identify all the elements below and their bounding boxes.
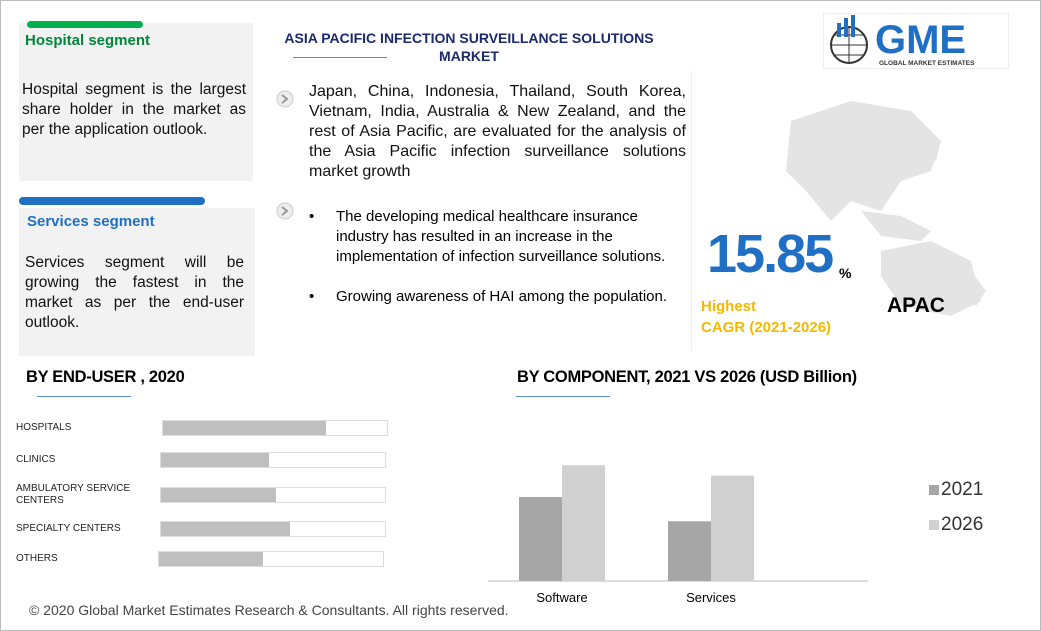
bar	[711, 475, 754, 581]
underline	[516, 396, 610, 397]
logo-subtext: GLOBAL MARKET ESTIMATES	[879, 60, 975, 67]
underline	[37, 396, 131, 397]
x-tick-label: Software	[536, 590, 587, 605]
accent-bar	[27, 21, 143, 28]
bullet: •	[309, 288, 315, 305]
logo-text: GME	[875, 18, 966, 62]
cagr-value: 15.85	[707, 224, 834, 284]
category-label: AMBULATORY SERVICE CENTERS	[16, 483, 131, 506]
bar	[668, 521, 711, 581]
legend-swatch	[929, 520, 939, 530]
title: ASIA PACIFIC INFECTION SURVEILLANCE SOLU…	[284, 30, 654, 64]
accent-bar	[19, 197, 205, 205]
bar	[562, 465, 605, 581]
category-label: HOSPITALS	[16, 422, 72, 433]
footer: © 2020 Global Market Estimates Research …	[29, 602, 509, 618]
bullet-text: The developing medical healthcare insura…	[336, 208, 666, 265]
panel	[19, 23, 253, 181]
category-label: SPECIALTY CENTERS	[16, 523, 121, 534]
map	[786, 101, 986, 316]
panel	[19, 208, 255, 356]
legend-label: 2026	[941, 514, 984, 535]
bar	[161, 488, 277, 502]
bar	[159, 552, 263, 566]
component-chart: Software Services	[488, 465, 868, 605]
bar	[519, 497, 562, 581]
logo: GME GLOBAL MARKET ESTIMATES	[823, 13, 1009, 69]
category-label: OTHERS	[16, 553, 58, 564]
divider	[691, 71, 692, 351]
cagr-label: CAGR (2021-2026)	[701, 319, 832, 336]
chart-title: BY COMPONENT, 2021 VS 2026 (USD Billion)	[517, 368, 857, 386]
cagr-label: Highest	[701, 298, 757, 315]
bullet: •	[309, 208, 315, 225]
legend-label: 2021	[941, 479, 984, 500]
x-tick-label: Services	[686, 590, 736, 605]
chart-title: BY END-USER , 2020	[26, 368, 185, 386]
legend-swatch	[929, 485, 939, 495]
overview-text: Japan, China, Indonesia, Thailand, South…	[309, 83, 686, 180]
segment-title: Services segment	[27, 213, 155, 230]
bar	[163, 421, 326, 435]
category-label: CLINICS	[16, 454, 56, 465]
bar	[161, 522, 290, 536]
bar	[161, 453, 270, 467]
region: APAC	[887, 294, 945, 317]
underline	[293, 57, 387, 58]
segment-text: Services segment will be growing the fas…	[25, 254, 244, 331]
arrow-icon	[276, 202, 294, 220]
segment-title: Hospital segment	[25, 32, 151, 49]
arrow-icon	[276, 90, 294, 108]
segment-text: Hospital segment is the largest share ho…	[22, 81, 246, 138]
cagr-unit: %	[839, 265, 852, 281]
bullet-text: Growing awareness of HAI among the popul…	[336, 288, 668, 305]
